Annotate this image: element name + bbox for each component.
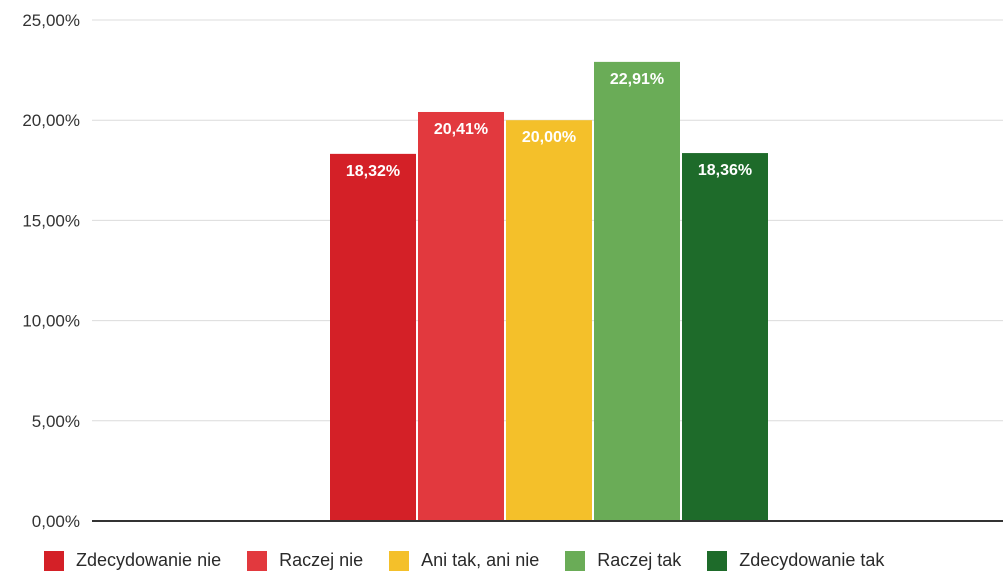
y-tick-label: 20,00%: [22, 111, 80, 130]
bar-data-label: 22,91%: [610, 71, 664, 88]
legend-label: Raczej tak: [597, 550, 682, 570]
bars: [330, 61, 768, 522]
bar: [330, 153, 416, 522]
legend-label: Zdecydowanie tak: [739, 550, 885, 570]
legend: Zdecydowanie nie Raczej nie Ani tak, ani n…: [44, 550, 910, 571]
legend-label: Ani tak, ani nie: [421, 550, 540, 570]
bar: [506, 120, 592, 521]
y-tick-label: 0,00%: [32, 512, 80, 531]
bar: [594, 61, 680, 521]
bar-data-label: 20,00%: [522, 129, 576, 146]
legend-swatch: [707, 550, 728, 571]
bar-chart: 0,00% 5,00% 10,00% 15,00% 20,00% 25,00% 18,32…: [22, 11, 1003, 531]
y-tick-label: 10,00%: [22, 312, 80, 331]
bar-data-labels: 18,32% 20,41% 20,00% 22,91% 18,36%: [346, 71, 752, 180]
legend-swatch: [389, 550, 410, 571]
legend-swatch: [565, 550, 586, 571]
legend-item: Ani tak, ani nie: [389, 550, 539, 571]
y-tick-label: 15,00%: [22, 211, 80, 230]
legend-item: Raczej tak: [565, 550, 681, 571]
y-tick-label: 25,00%: [22, 11, 80, 30]
legend-label: Raczej nie: [279, 550, 364, 570]
y-tick-label: 5,00%: [32, 412, 80, 431]
legend-item: Zdecydowanie tak: [707, 550, 884, 571]
y-axis-ticks: 0,00% 5,00% 10,00% 15,00% 20,00% 25,00%: [22, 11, 80, 531]
bar: [682, 153, 768, 521]
legend-label: Zdecydowanie nie: [76, 550, 222, 570]
legend-item: Zdecydowanie nie: [44, 550, 221, 571]
bar-data-label: 20,41%: [434, 121, 488, 138]
legend-swatch: [247, 550, 268, 571]
legend-swatch: [44, 550, 64, 571]
bar-data-label: 18,32%: [346, 163, 400, 180]
bar: [418, 111, 504, 522]
bar-data-label: 18,36%: [698, 162, 752, 179]
legend-item: Raczej nie: [247, 550, 363, 571]
